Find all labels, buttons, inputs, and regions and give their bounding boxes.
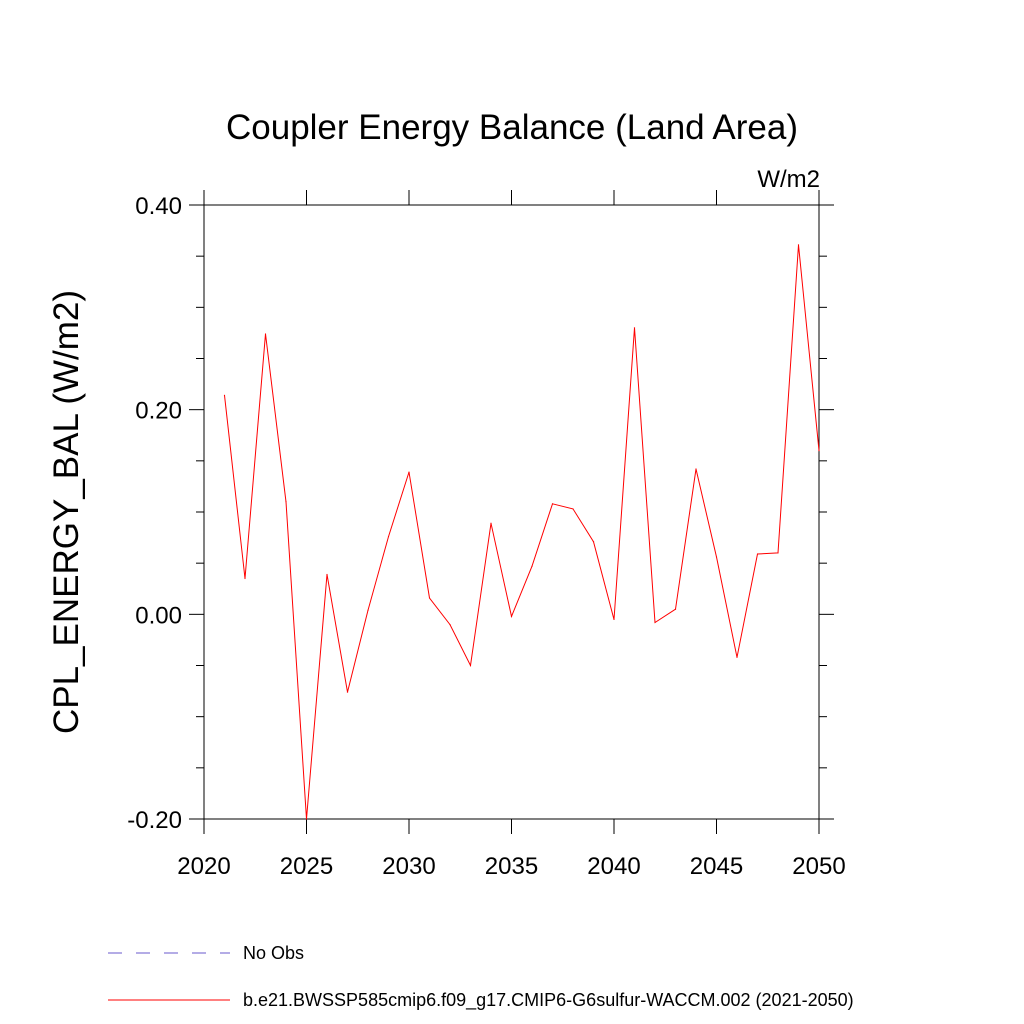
units-label: W/m2 — [757, 166, 820, 193]
y-tick-labels: -0.20 0.00 0.20 0.40 — [127, 193, 182, 834]
data-point — [756, 553, 759, 555]
data-point — [408, 471, 410, 473]
data-point — [592, 541, 595, 543]
data-point — [223, 394, 226, 396]
plot-frame — [203, 204, 820, 820]
y-tick-label: 0.40 — [135, 193, 182, 220]
data-point — [326, 573, 328, 576]
data-point — [818, 450, 820, 452]
x-tick-label: 2050 — [792, 853, 845, 880]
data-point — [264, 333, 267, 335]
data-point — [367, 609, 369, 611]
legend-series-label: b.e21.BWSSP585cmip6.f09_g17.CMIP6-G6sulf… — [243, 990, 854, 1011]
data-point — [736, 656, 738, 658]
x-tick-label: 2045 — [690, 853, 743, 880]
series-line — [224, 244, 820, 820]
data-point — [654, 621, 656, 624]
data-point — [633, 327, 636, 329]
chart-title: Coupler Energy Balance (Land Area) — [226, 108, 798, 147]
data-point — [695, 468, 697, 470]
data-point — [346, 691, 349, 693]
x-tick-label: 2030 — [382, 853, 435, 880]
data-point — [305, 818, 308, 820]
data-point — [285, 501, 287, 503]
data-point — [551, 503, 554, 505]
data-point — [510, 615, 513, 617]
data-point — [613, 618, 615, 621]
y-tick-label: 0.20 — [135, 398, 182, 425]
data-point — [531, 565, 533, 567]
data-point — [674, 608, 677, 610]
data-point — [797, 244, 800, 246]
y-axis-label: CPL_ENERGY_BAL (W/m2) — [47, 290, 86, 734]
x-tick-label: 2020 — [177, 853, 230, 880]
y-tick-label: -0.20 — [127, 807, 182, 834]
data-point — [490, 522, 492, 524]
legend-no-obs-label: No Obs — [243, 943, 304, 963]
data-point — [777, 552, 779, 554]
x-tick-label: 2040 — [587, 853, 640, 880]
x-tick-label: 2025 — [280, 853, 333, 880]
x-tick-label: 2035 — [485, 853, 538, 880]
plot-area — [223, 244, 820, 820]
data-point — [428, 597, 431, 599]
data-point — [572, 508, 574, 510]
data-point — [715, 556, 718, 558]
legend: No Obs b.e21.BWSSP585cmip6.f09_g17.CMIP6… — [108, 943, 854, 1011]
data-point — [449, 623, 451, 626]
data-point — [469, 664, 472, 667]
axis-ticks — [189, 190, 834, 834]
series-points — [223, 244, 820, 820]
y-tick-label: 0.00 — [135, 602, 182, 629]
data-point — [244, 577, 246, 580]
data-point — [387, 535, 390, 538]
x-tick-labels: 2020 2025 2030 2035 2040 2045 2050 — [177, 853, 845, 880]
